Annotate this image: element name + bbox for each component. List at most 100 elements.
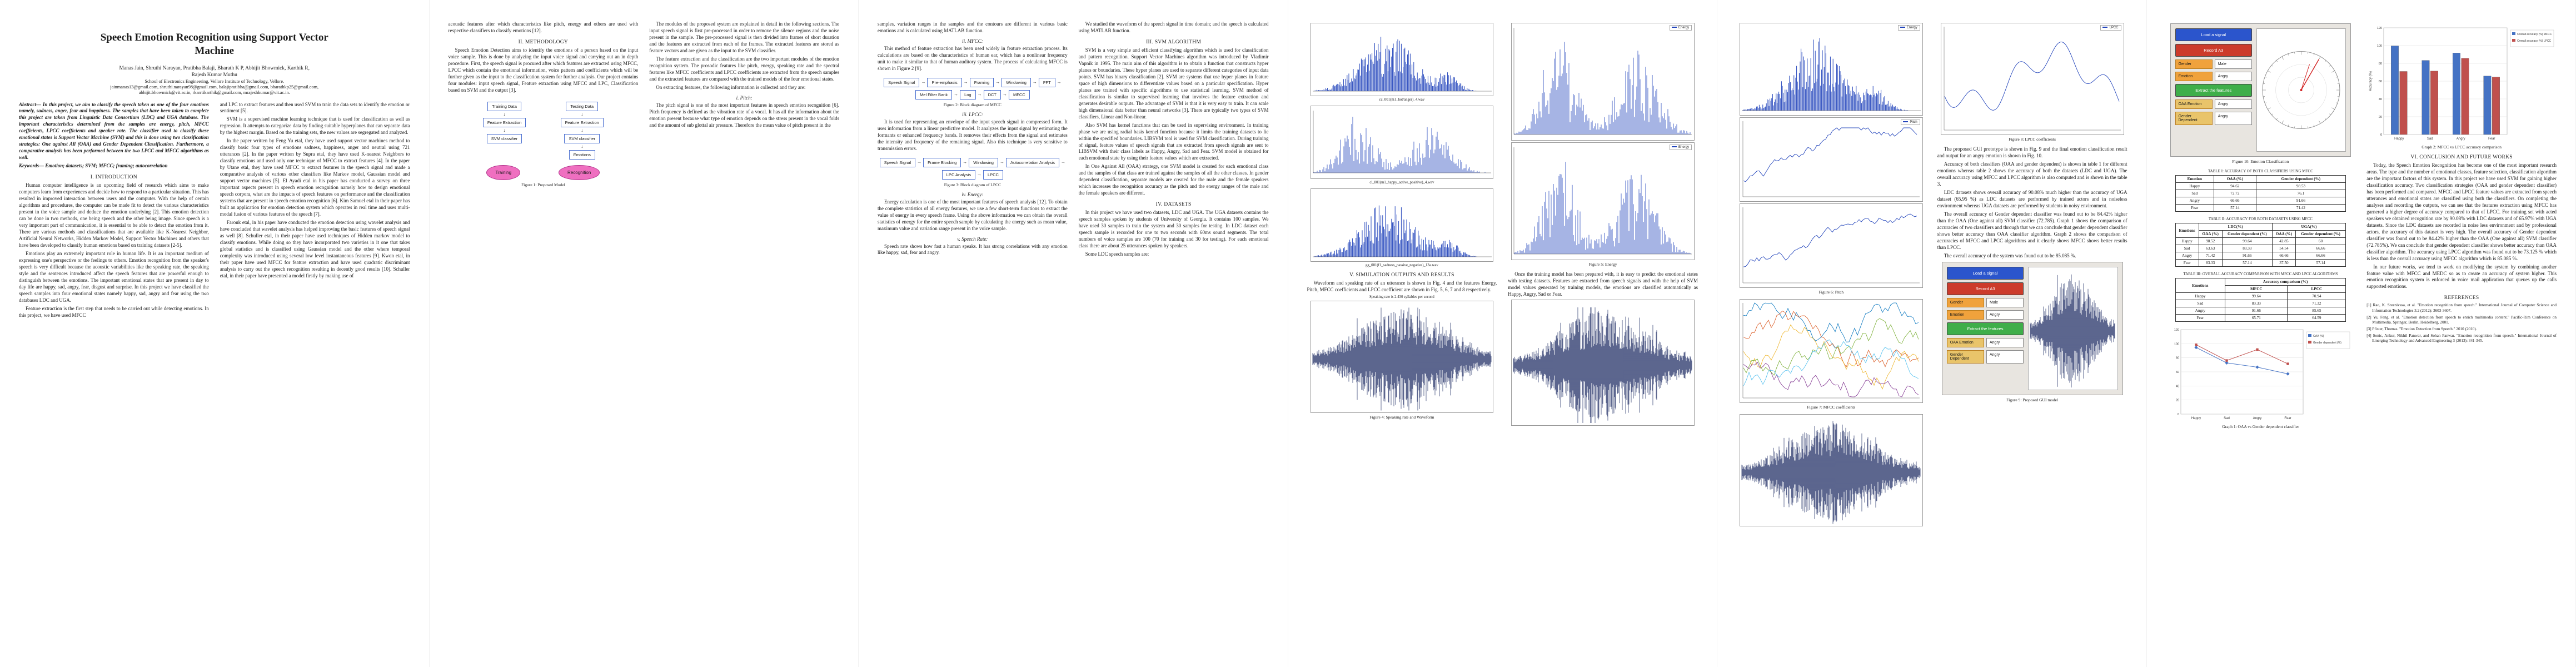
gender-label: Gender — [1946, 297, 1984, 307]
diagram-box: Mel Filter Bank — [915, 89, 953, 99]
text-element: Happy — [2191, 417, 2201, 420]
mfcc-block-diagram: Speech Signal → Pre-emphasis → Framing → Windo… — [878, 77, 1068, 99]
polyline-element — [1944, 41, 2120, 111]
emotion-field: Emotion Angry — [1946, 310, 2024, 320]
speech-rate-heading: v. Speech Rate: — [957, 236, 988, 242]
extract-features-button[interactable]: Extract the features — [1946, 322, 2024, 335]
polyline-element — [1743, 318, 1919, 376]
gender-dependent-field: Gender Dependent Angry — [2175, 112, 2252, 125]
paragraph: Farouk etal, in his paper have conducted… — [220, 219, 410, 278]
extract-features-button[interactable]: Extract the features — [2175, 84, 2252, 97]
table-cell: Angry — [2175, 307, 2226, 315]
mfcc-plot-canvas — [1742, 302, 1920, 399]
rect-element — [2510, 29, 2554, 47]
rect-element — [2391, 46, 2399, 135]
hist-plot-canvas — [1742, 38, 1921, 111]
oaa-emotion-label: OAA Emotion — [2175, 99, 2213, 109]
arrow-icon: → — [977, 92, 982, 97]
rect-element — [2306, 331, 2350, 349]
figure7-caption: Figure 7: MFCC coefficients — [1807, 405, 1856, 410]
text-element: Accuracy (%) — [2369, 71, 2373, 91]
table-cell: Angry — [2175, 197, 2215, 205]
table-1: Emotion OAA (%) Gender dependent (%) Hap… — [2175, 175, 2346, 212]
line-element — [2324, 118, 2326, 120]
line-element — [2281, 56, 2284, 60]
line-element — [2276, 60, 2278, 62]
mfcc-coefficients-plot — [1740, 299, 1923, 403]
hist-plot-canvas — [1312, 205, 1492, 257]
paper-authors-line2: Rajesh Kumar Muthu — [191, 72, 237, 78]
figure5-caption: Figure 5: Energy — [1588, 262, 1617, 267]
diagram-box: Emotions — [569, 150, 595, 160]
page3-col1: samples, variation ranges in the samples… — [878, 21, 1068, 260]
table2-header: UGA(%) — [2271, 223, 2346, 231]
polyline-element — [1743, 127, 1917, 182]
energy-legend: Energy — [1669, 25, 1692, 31]
training-chain: Training Data ↓ Feature Extraction ↓ SVM cla… — [482, 101, 526, 160]
table-cell: Fear — [2175, 314, 2226, 322]
gender-field: Gender Male — [2175, 59, 2252, 69]
text-element: Sad — [2427, 137, 2433, 141]
table1-header: OAA (%) — [2214, 175, 2256, 183]
arrow-icon: → — [999, 160, 1004, 165]
table-row: Fear 65.71 64.59 — [2175, 314, 2346, 322]
proposed-model-diagram: Training Data ↓ Feature Extraction ↓ SVM cla… — [449, 101, 639, 160]
tr-element: Emotions Accuracy comparison (%) — [2175, 278, 2346, 293]
table-cell: 37.50 — [2271, 259, 2296, 267]
wave-plot-canvas — [2030, 274, 2115, 387]
page-1: Speech Emotion Recognition using Support… — [0, 0, 430, 667]
circle-element — [2275, 64, 2327, 116]
record-button[interactable]: Record A3 — [2175, 44, 2252, 57]
table-cell: 57.14 — [2221, 259, 2273, 267]
rect-element — [2430, 71, 2439, 135]
record-button[interactable]: Record A3 — [1946, 282, 2024, 295]
table-cell: 91.66 — [2221, 252, 2273, 260]
oaa-emotion-value: Angry — [1986, 337, 2024, 347]
rect-element — [2483, 76, 2492, 135]
paragraph: The modules of the proposed system are e… — [649, 21, 839, 53]
table-row: Sad 72.72 76.1 — [2175, 190, 2346, 197]
graph1-canvas: 0 20 40 60 80 100 120 Happy Sad Angry Fear OAA (%) G… — [2174, 328, 2350, 420]
figure-2: Speech Signal → Pre-emphasis → Framing → Windo… — [878, 77, 1068, 107]
table1-header: Emotion — [2175, 175, 2215, 183]
table-cell: 76.1 — [2255, 190, 2346, 197]
line-element — [2263, 83, 2265, 84]
path-element — [1313, 117, 1485, 173]
energy-heading: iv. Energy: — [961, 191, 984, 197]
table-cell: 70.94 — [2287, 292, 2346, 300]
rect-element — [2461, 58, 2469, 135]
table-cell: 94.62 — [2214, 182, 2256, 190]
figure9-caption: Figure 9: Proposed GUI model — [2006, 397, 2059, 402]
datasets-heading: IV. DATASETS — [1155, 202, 1192, 208]
gender-dependent-label: Gender Dependent — [2175, 112, 2213, 125]
table-row: Angry 91.66 85.65 — [2175, 307, 2346, 315]
diagram-box: Framing — [969, 77, 994, 87]
load-signal-button[interactable]: Load a signal — [2175, 28, 2252, 41]
page-6: Load a signal Record A3 Gender Male Emot… — [2146, 0, 2576, 667]
table-cell: Fear — [2175, 204, 2215, 212]
load-signal-button[interactable]: Load a signal — [1946, 266, 2024, 280]
graph2-caption: Graph 2: MFCC vs LPCC accuracy compariso… — [2421, 145, 2502, 150]
paragraph: We studied the waveform of the speech si… — [1078, 21, 1269, 33]
emotion-label: Emotion — [2175, 72, 2213, 81]
abstract: Abstract— In this project, we aim to cla… — [19, 101, 209, 161]
arrow-icon: → — [1057, 79, 1062, 85]
figure1-caption: Figure 1: Proposed Model — [521, 182, 565, 187]
gender-label: Gender — [2175, 59, 2213, 69]
table2-header: Emotions — [2175, 223, 2199, 238]
table-row: Angry 66.66 91.66 — [2175, 197, 2346, 205]
energy-plot-2: Energy — [1511, 142, 1695, 260]
affiliation: School of Electronics Engineering, Vello… — [145, 78, 285, 84]
rect-element — [2308, 341, 2312, 344]
diagram-box: Feature Extraction — [560, 117, 604, 127]
text-element: Overall accuracy (%) LPCC — [2517, 39, 2552, 43]
polyline-element — [2196, 347, 2288, 375]
rect-element — [2492, 77, 2500, 135]
arrow-icon: → — [995, 79, 1000, 85]
diagram-box: Speech Signal — [879, 157, 916, 167]
arrow-icon: → — [963, 160, 968, 165]
diagram-box: Windowing — [969, 157, 998, 167]
diagram-box: LPCC — [983, 170, 1003, 180]
keywords: Keywords— Emotion; datasets; SVM; MFCC; … — [19, 163, 168, 169]
table-cell: 99.64 — [2225, 292, 2288, 300]
